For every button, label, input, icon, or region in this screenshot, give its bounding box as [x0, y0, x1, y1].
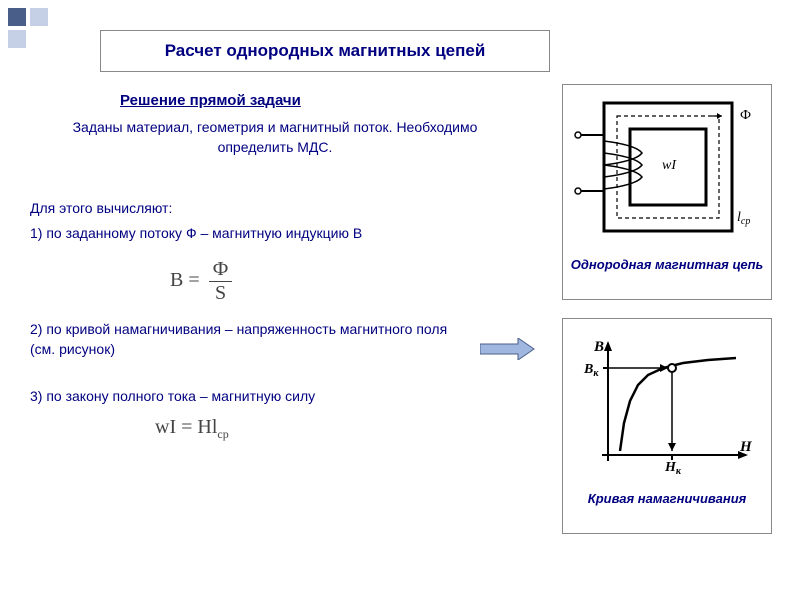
- figure-magnetic-circuit: wI Ф lср Однородная магнитная цепь: [562, 84, 772, 300]
- problem-description: Заданы материал, геометрия и магнитный п…: [40, 118, 510, 157]
- svg-text:lср: lср: [737, 210, 750, 227]
- square-dark-icon: [8, 8, 26, 26]
- curve-line: [620, 358, 736, 451]
- label-flux: Ф: [740, 108, 751, 123]
- step-3-text: 3) по закону полного тока – магнитную си…: [30, 388, 315, 404]
- label-hk-sub: к: [676, 466, 682, 477]
- page-title: Расчет однородных магнитных цепей: [100, 30, 550, 72]
- arrow-icon: [480, 338, 535, 360]
- label-length-sub: ср: [741, 216, 750, 227]
- circuit-diagram: wI Ф lср: [572, 91, 762, 251]
- step-1-text: 1) по заданному потоку Ф – магнитную инд…: [30, 225, 362, 241]
- step-2-text: 2) по кривой намагничивания – напряженно…: [30, 320, 460, 359]
- curve-chart: B Bк Hк H: [572, 325, 762, 485]
- formula-b: B = Ф S: [170, 258, 232, 305]
- corner-decoration: [8, 8, 48, 48]
- figure2-caption: Кривая намагничивания: [563, 487, 771, 512]
- axis-y-label: B: [593, 339, 604, 355]
- denominator: S: [209, 282, 233, 305]
- formula-text: wI = Hl: [155, 416, 217, 438]
- label-bk-sub: к: [593, 368, 599, 379]
- formula-sub: ср: [217, 427, 228, 441]
- section-subtitle: Решение прямой задачи: [120, 92, 301, 109]
- svg-text:Hк: Hк: [664, 460, 682, 477]
- figure1-caption: Однородная магнитная цепь: [563, 253, 771, 278]
- label-bk: B: [583, 362, 593, 377]
- formula-wi: wI = Hlср: [155, 416, 229, 442]
- fraction: Ф S: [209, 258, 233, 305]
- axis-x-label: H: [739, 439, 753, 455]
- numerator: Ф: [209, 258, 233, 282]
- square-light-icon: [8, 30, 26, 48]
- svg-text:Bк: Bк: [583, 362, 599, 379]
- figure-magnetization-curve: B Bк Hк H Кривая намагничивания: [562, 318, 772, 534]
- label-wi: wI: [662, 158, 677, 173]
- formula-lhs: B =: [170, 269, 200, 291]
- square-light-icon: [30, 8, 48, 26]
- steps-intro: Для этого вычисляют:: [30, 200, 172, 216]
